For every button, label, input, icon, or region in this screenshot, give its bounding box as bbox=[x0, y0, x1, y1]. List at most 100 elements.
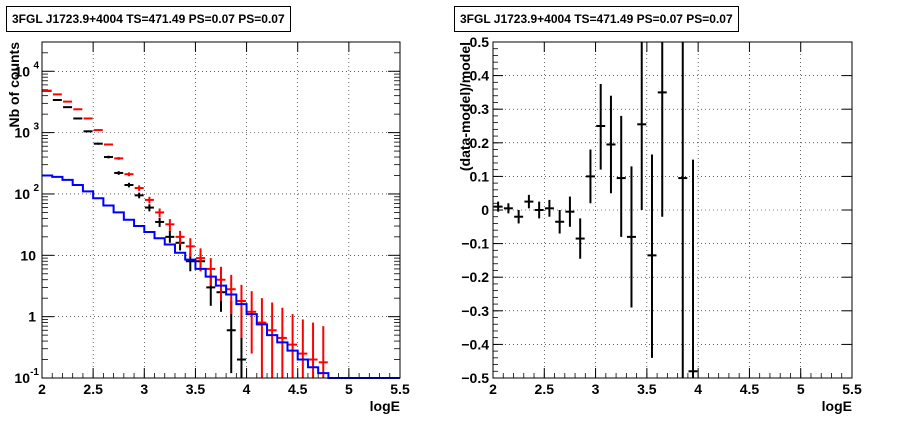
x-tick-label: 5.5 bbox=[842, 381, 862, 397]
x-tick-label: 4 bbox=[694, 381, 702, 397]
data-point bbox=[83, 130, 93, 133]
x-tick-label: 4 bbox=[243, 381, 251, 397]
data-point bbox=[155, 217, 165, 227]
x-tick-label: 5 bbox=[797, 381, 805, 397]
model-point bbox=[257, 298, 267, 378]
data-point bbox=[606, 95, 616, 194]
data-point bbox=[134, 192, 144, 199]
data-point bbox=[534, 201, 544, 219]
model-point bbox=[247, 291, 257, 354]
data-point bbox=[585, 149, 595, 204]
x-tick-label: 4.5 bbox=[740, 381, 760, 397]
data-point bbox=[524, 194, 534, 209]
model-point bbox=[196, 248, 206, 272]
left-plot-title: 3FGL J1723.9+4004 TS=471.49 PS=0.07 PS=0… bbox=[6, 6, 291, 32]
model-point bbox=[165, 219, 175, 231]
right-plot-title: 3FGL J1723.9+4004 TS=471.49 PS=0.07 PS=0… bbox=[454, 6, 739, 32]
x-tick-label: 5 bbox=[345, 381, 353, 397]
plot-area bbox=[42, 42, 400, 378]
model-point bbox=[216, 266, 226, 301]
data-point bbox=[114, 171, 124, 175]
model-point bbox=[93, 129, 103, 132]
data-point bbox=[575, 218, 585, 259]
x-tick-label: 2.5 bbox=[535, 381, 555, 397]
data-point bbox=[93, 142, 103, 145]
model-point bbox=[206, 258, 216, 286]
data-point bbox=[503, 203, 513, 214]
model-point bbox=[63, 100, 73, 103]
y-tick-label: 1 bbox=[28, 309, 36, 325]
y-tick-label: 0.1 bbox=[470, 168, 490, 184]
model-point bbox=[124, 172, 134, 177]
data-point bbox=[647, 154, 657, 358]
x-tick-label: 3.5 bbox=[637, 381, 657, 397]
data-point bbox=[555, 210, 565, 234]
y-tick-exponent: -1 bbox=[30, 367, 39, 378]
y-tick-label: 0.3 bbox=[470, 101, 490, 117]
data-point bbox=[657, 42, 667, 217]
model-point bbox=[288, 314, 298, 378]
plot-area bbox=[493, 42, 852, 378]
data-point bbox=[52, 99, 62, 102]
x-tick-label: 2 bbox=[38, 381, 46, 397]
y-axis-label: Nb of counts bbox=[6, 42, 22, 128]
y-tick-label: 10 bbox=[14, 63, 30, 79]
y-tick-label: −0.2 bbox=[461, 269, 489, 285]
y-tick-label: 10 bbox=[14, 125, 30, 141]
x-axis-label: logE bbox=[822, 398, 852, 414]
x-tick-label: 5.5 bbox=[390, 381, 410, 397]
data-point bbox=[616, 115, 626, 237]
model-point bbox=[298, 319, 308, 378]
data-point bbox=[144, 204, 154, 212]
data-point bbox=[626, 166, 636, 308]
data-point bbox=[688, 159, 698, 378]
data-point bbox=[124, 182, 134, 188]
plot-frame bbox=[492, 41, 853, 379]
right-panel-residuals: 2 2.5 3 3.5 4 4.5 5 5.5 −0.5 −0.4 −0.3 −0.2 −0.1 0 0.1… bbox=[457, 34, 862, 414]
x-tick-label: 2 bbox=[489, 381, 497, 397]
x-tick-label: 3.5 bbox=[186, 381, 206, 397]
data-point bbox=[544, 199, 554, 217]
y-tick-label: 0.4 bbox=[470, 68, 490, 84]
y-tick-label: 10 bbox=[20, 247, 36, 263]
model-point bbox=[52, 93, 62, 96]
data-point bbox=[565, 196, 575, 227]
model-point bbox=[267, 302, 277, 378]
model-point bbox=[144, 196, 154, 204]
model-point bbox=[73, 108, 83, 111]
model-point bbox=[155, 208, 165, 218]
data-point bbox=[103, 155, 113, 159]
model-point bbox=[42, 89, 52, 92]
data-point bbox=[493, 201, 503, 212]
data-point bbox=[678, 42, 688, 378]
y-tick-exponent: 3 bbox=[33, 122, 39, 133]
model-point bbox=[308, 322, 318, 378]
model-point bbox=[114, 157, 124, 160]
data-point bbox=[514, 210, 524, 224]
data-point bbox=[596, 84, 606, 170]
model-point bbox=[236, 284, 246, 338]
data-point bbox=[63, 106, 73, 109]
x-tick-label: 3 bbox=[592, 381, 600, 397]
model-point bbox=[103, 143, 113, 146]
y-tick-label: 0.2 bbox=[470, 135, 490, 151]
model-point bbox=[175, 230, 185, 245]
y-tick-label: 0.5 bbox=[470, 34, 490, 50]
y-tick-label: −0.4 bbox=[461, 336, 489, 352]
data-point bbox=[165, 230, 175, 243]
y-tick-exponent: 4 bbox=[33, 60, 39, 71]
model-point bbox=[185, 238, 195, 257]
data-point bbox=[73, 117, 83, 120]
x-tick-label: 2.5 bbox=[83, 381, 103, 397]
y-tick-exponent: 2 bbox=[33, 183, 39, 194]
y-tick-label: −0.1 bbox=[461, 236, 489, 252]
x-axis-label: logE bbox=[370, 398, 400, 414]
x-tick-label: 4.5 bbox=[288, 381, 308, 397]
model-point bbox=[318, 326, 328, 378]
plot-frame bbox=[41, 41, 401, 379]
data-point bbox=[637, 42, 647, 210]
y-tick-label: 0 bbox=[481, 202, 489, 218]
